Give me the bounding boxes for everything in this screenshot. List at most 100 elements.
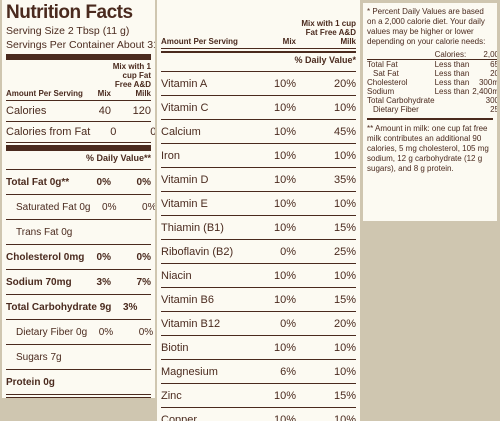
value: 10% [273, 197, 296, 210]
header-milk: Mix with 1 cup Fat Free A&D Milk [301, 19, 356, 46]
value: 10% [273, 389, 296, 402]
cell: Less than [434, 87, 470, 96]
label: Calories [6, 105, 47, 117]
nutrient-row: Trans Fat 0g [6, 220, 151, 245]
value: 10% [273, 269, 296, 282]
bar [6, 54, 151, 60]
cell: Total Fat [367, 60, 398, 69]
value: 3% [122, 301, 138, 313]
column-header: Amount Per Serving Mix Mix with 1 cup Fat … [6, 62, 151, 101]
cell: Sat Fat [373, 69, 399, 78]
value: 10% [333, 269, 356, 282]
value: 0% [136, 176, 151, 188]
label: Vitamin B6 [161, 293, 214, 306]
label: Sugars 7g [16, 351, 62, 363]
value: 0% [280, 245, 296, 258]
vitamin-row: Thiamin (B1) 10% 15% [161, 216, 356, 240]
dv-header: % Daily Value* [161, 55, 356, 72]
value: 15% [333, 389, 356, 402]
value: 15% [333, 221, 356, 234]
vitamin-row: Iron 10% 10% [161, 144, 356, 168]
label: Copper [161, 413, 198, 421]
value: 0 [150, 126, 155, 138]
footnote: ** Amount in milk: one cup fat free milk… [367, 124, 489, 173]
table-row: Total Carbohydrate300g375g [367, 96, 497, 105]
label: Zinc [161, 389, 182, 402]
vitamin-row: Copper 10% 10% [161, 408, 356, 421]
column-header: Amount Per Serving Mix Mix with 1 cup Fat … [161, 2, 356, 49]
servings: Servings Per Container About 31 [6, 39, 155, 51]
value: 25% [333, 245, 356, 258]
cell: Dietary Fiber [373, 105, 419, 114]
value: 10% [273, 413, 296, 421]
vitamin-row: Vitamin D 10% 35% [161, 168, 356, 192]
vitamin-row: Zinc 10% 15% [161, 384, 356, 408]
label: Vitamin E [161, 197, 208, 210]
label: Sodium 70mg [6, 276, 72, 288]
value: 0% [98, 326, 114, 338]
value: 20% [333, 317, 356, 330]
label: Biotin [161, 341, 189, 354]
label: Cholesterol 0mg [6, 251, 85, 263]
vitamin-row: Biotin 10% 10% [161, 336, 356, 360]
cell [435, 96, 470, 105]
vitamin-row: Vitamin A 10% 20% [161, 72, 356, 96]
vitamin-row: Vitamin C 10% 10% [161, 96, 356, 120]
value: 10% [333, 413, 356, 421]
cell: 300g [485, 96, 497, 105]
value: 10% [333, 197, 356, 210]
value: 0% [102, 201, 117, 213]
separator [367, 118, 493, 120]
value: 0% [96, 251, 111, 263]
label: Total Fat 0g** [6, 176, 70, 188]
value: 0% [136, 251, 151, 263]
value: 0 [110, 126, 117, 138]
value: 0% [96, 176, 111, 188]
value: 20% [333, 77, 356, 90]
daily-values-panel: * Percent Daily Values are based on a 2,… [363, 3, 497, 221]
value: 10% [273, 101, 296, 114]
calorie-row: Calories from Fat 0 0 [6, 122, 155, 143]
nutrient-row: Sugars 7g [6, 345, 151, 370]
header-amount: Amount Per Serving [161, 37, 238, 46]
value: 7% [136, 276, 151, 288]
label: Niacin [161, 269, 192, 282]
vitamin-row: Vitamin B12 0% 20% [161, 312, 356, 336]
value: 45% [333, 125, 356, 138]
header-mix: Mix [282, 37, 296, 46]
label: Calories from Fat [6, 126, 91, 138]
value: 10% [333, 341, 356, 354]
value: 40 [98, 105, 111, 117]
value: 10% [273, 293, 296, 306]
label: Iron [161, 149, 180, 162]
cell: 20g [490, 69, 497, 78]
cell: 25g [490, 105, 497, 114]
value: 10% [333, 365, 356, 378]
cell: Cholesterol [367, 78, 408, 87]
value: 10% [273, 221, 296, 234]
bar [6, 145, 151, 151]
label: Riboflavin (B2) [161, 245, 234, 258]
dv-header: % Daily Value** [6, 153, 151, 170]
title: Nutrition Facts [6, 2, 133, 23]
cell: Sodium [367, 87, 395, 96]
vitamin-row: Calcium 10% 45% [161, 120, 356, 144]
cell: Less than [434, 78, 470, 87]
cell: Total Carbohydrate [367, 96, 435, 105]
label: Vitamin A [161, 77, 208, 90]
note: * Percent Daily Values are based on a 2,… [367, 7, 486, 46]
value: 10% [273, 173, 296, 186]
value: 35% [333, 173, 356, 186]
label: Calcium [161, 125, 201, 138]
table-header: Calories:2,0002,500 [367, 50, 497, 60]
value: 0% [280, 317, 296, 330]
vitamin-row: Niacin 10% 10% [161, 264, 356, 288]
header-cell: 2,000 [469, 50, 497, 60]
label: Vitamin B12 [161, 317, 221, 330]
vitamin-row: Magnesium 6% 10% [161, 360, 356, 384]
vitamin-row: Vitamin E 10% 10% [161, 192, 356, 216]
label: Vitamin D [161, 173, 209, 186]
value: 10% [273, 125, 296, 138]
